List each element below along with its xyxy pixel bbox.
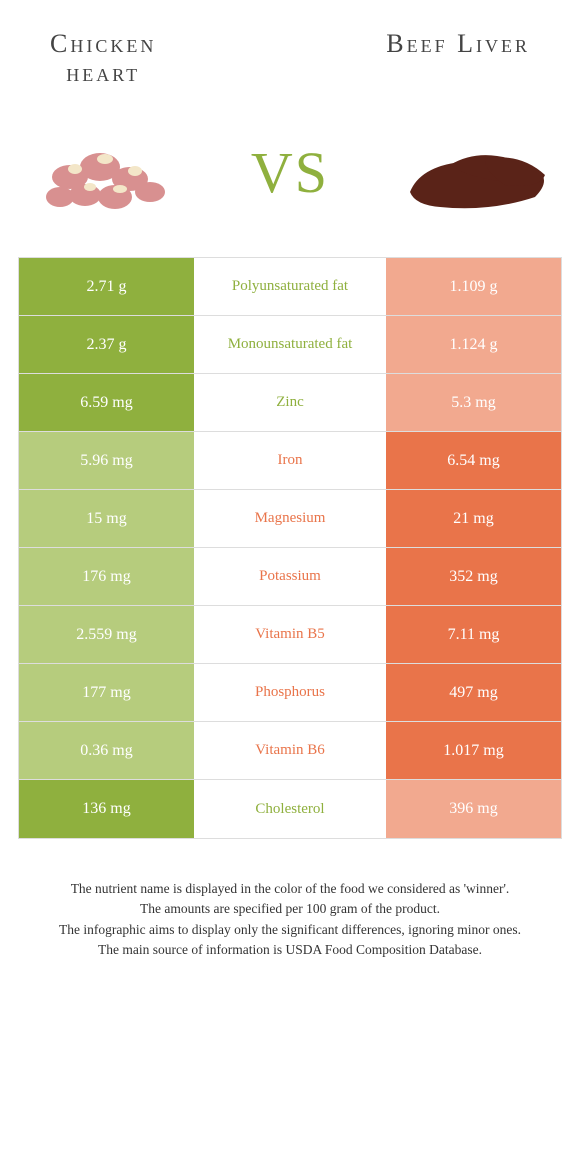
nutrient-label: Vitamin B6 xyxy=(194,722,386,779)
footer-line2: The amounts are specified per 100 gram o… xyxy=(30,899,550,919)
beef-liver-image xyxy=(390,117,560,227)
table-row: 136 mgCholesterol396 mg xyxy=(19,780,561,838)
nutrient-label: Iron xyxy=(194,432,386,489)
value-right: 21 mg xyxy=(386,490,561,547)
value-left: 15 mg xyxy=(19,490,194,547)
value-left: 2.559 mg xyxy=(19,606,194,663)
table-row: 176 mgPotassium352 mg xyxy=(19,548,561,606)
value-right: 1.109 g xyxy=(386,258,561,315)
value-left: 0.36 mg xyxy=(19,722,194,779)
table-row: 15 mgMagnesium21 mg xyxy=(19,490,561,548)
value-left: 6.59 mg xyxy=(19,374,194,431)
nutrient-label: Cholesterol xyxy=(194,780,386,838)
footer-line1: The nutrient name is displayed in the co… xyxy=(30,879,550,899)
value-left: 136 mg xyxy=(19,780,194,838)
footer-line3: The infographic aims to display only the… xyxy=(30,920,550,940)
table-row: 2.37 gMonounsaturated fat1.124 g xyxy=(19,316,561,374)
table-row: 6.59 mgZinc5.3 mg xyxy=(19,374,561,432)
value-left: 2.37 g xyxy=(19,316,194,373)
footer-line4: The main source of information is USDA F… xyxy=(30,940,550,960)
table-row: 177 mgPhosphorus497 mg xyxy=(19,664,561,722)
title-left-line2: heart xyxy=(50,59,156,88)
value-right: 396 mg xyxy=(386,780,561,838)
nutrient-label: Monounsaturated fat xyxy=(194,316,386,373)
nutrition-table: 2.71 gPolyunsaturated fat1.109 g2.37 gMo… xyxy=(18,257,562,839)
header: Chicken heart Beef Liver xyxy=(0,0,580,107)
title-right: Beef Liver xyxy=(386,30,530,87)
title-left: Chicken heart xyxy=(50,30,156,87)
value-right: 7.11 mg xyxy=(386,606,561,663)
nutrient-label: Vitamin B5 xyxy=(194,606,386,663)
value-left: 176 mg xyxy=(19,548,194,605)
vs-row: VS xyxy=(0,107,580,257)
nutrient-label: Magnesium xyxy=(194,490,386,547)
value-right: 5.3 mg xyxy=(386,374,561,431)
value-right: 497 mg xyxy=(386,664,561,721)
chicken-heart-image xyxy=(20,117,190,227)
vs-label: VS xyxy=(251,139,329,206)
nutrient-label: Polyunsaturated fat xyxy=(194,258,386,315)
title-left-line1: Chicken xyxy=(50,30,156,59)
table-row: 2.71 gPolyunsaturated fat1.109 g xyxy=(19,258,561,316)
value-right: 6.54 mg xyxy=(386,432,561,489)
table-row: 2.559 mgVitamin B57.11 mg xyxy=(19,606,561,664)
value-right: 1.017 mg xyxy=(386,722,561,779)
value-left: 5.96 mg xyxy=(19,432,194,489)
table-row: 0.36 mgVitamin B61.017 mg xyxy=(19,722,561,780)
table-row: 5.96 mgIron6.54 mg xyxy=(19,432,561,490)
value-left: 177 mg xyxy=(19,664,194,721)
nutrient-label: Zinc xyxy=(194,374,386,431)
value-left: 2.71 g xyxy=(19,258,194,315)
nutrient-label: Phosphorus xyxy=(194,664,386,721)
footer-notes: The nutrient name is displayed in the co… xyxy=(30,879,550,960)
value-right: 1.124 g xyxy=(386,316,561,373)
value-right: 352 mg xyxy=(386,548,561,605)
nutrient-label: Potassium xyxy=(194,548,386,605)
